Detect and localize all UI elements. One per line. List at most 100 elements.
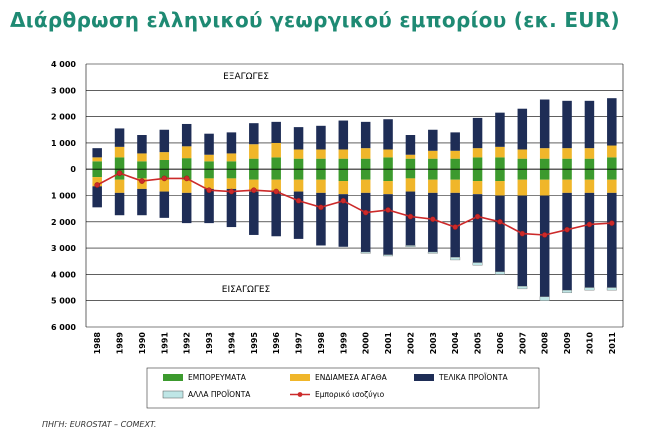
bar-import-telika [360,192,371,253]
x-tick-label: 1997 [295,332,304,354]
bar-import-telika [338,194,349,247]
bar-import-alla [427,251,438,254]
bar-export-emporevmata [584,158,595,170]
x-tick-label: 1988 [93,332,102,355]
trade-balance-point [586,221,593,228]
bar-import-alla [405,245,416,247]
bar-import-alla [450,257,461,261]
bar-import-alla [360,251,371,254]
bar-import-telika [472,194,483,263]
bar-export-endiamesa [472,148,483,158]
bar-import-emporevmata [360,169,371,180]
bar-import-telika [159,191,170,218]
y-tick-label: 1 000 [51,139,76,148]
y-tick-label: 1 000 [51,192,76,201]
x-tick-label: 1996 [272,332,281,355]
bar-export-endiamesa [450,150,460,159]
bar-export-telika [114,128,125,147]
bar-export-emporevmata [293,158,304,170]
x-tick-label: 2007 [518,332,527,354]
bar-export-telika [92,148,102,158]
trade-balance-point [116,170,123,176]
bar-export-emporevmata [607,157,617,170]
bar-import-telika [293,191,304,239]
bar-export-emporevmata [137,161,147,170]
bar-export-endiamesa [114,146,125,158]
x-tick-label: 1992 [183,332,192,354]
bar-import-endiamesa [316,179,326,193]
bar-import-alla [517,286,528,290]
bar-import-telika [271,191,281,237]
y-tick-label: 0 [70,165,76,174]
bar-export-emporevmata [316,158,326,170]
bar-import-emporevmata [428,169,438,180]
bar-export-emporevmata [383,157,393,170]
bar-import-endiamesa [271,179,281,192]
x-tick-label: 1994 [227,332,236,355]
bar-import-telika [137,188,147,216]
imports-annotation: ΕΙΣΑΓΩΓΕΣ [222,285,271,295]
x-tick-label: 1990 [138,332,147,355]
bar-export-endiamesa [293,149,304,159]
bar-import-endiamesa [249,179,259,192]
trade-balance-point [228,188,235,195]
bar-export-endiamesa [316,149,326,159]
bar-import-alla [494,271,505,275]
bar-import-endiamesa [159,179,170,192]
bar-export-emporevmata [428,158,438,170]
bar-export-emporevmata [114,157,125,170]
x-tick-label: 2003 [429,332,438,354]
bar-import-telika [383,194,393,255]
bar-import-endiamesa [405,178,416,192]
x-tick-label: 2011 [608,332,617,355]
bar-import-telika [495,195,505,272]
bar-export-telika [338,120,349,150]
bar-import-endiamesa [383,181,393,195]
bar-import-emporevmata [539,169,550,180]
bar-export-emporevmata [450,158,460,170]
bar-export-endiamesa [517,149,528,159]
bar-export-endiamesa [562,148,572,159]
bar-export-telika [383,119,393,150]
trade-balance-point [430,216,436,222]
trade-balance-point [541,232,548,238]
bar-import-emporevmata [517,169,528,180]
trade-balance-point [318,204,324,211]
bar-import-emporevmata [316,169,326,180]
bar-import-telika [607,192,617,288]
bar-export-telika [181,123,192,147]
x-tick-label: 2004 [451,332,460,355]
trade-balance-point [519,230,526,237]
x-axis-tick-labels: 1988 1989 1990 1991 1992 1993 1994 1995 1996 1997… [93,332,617,355]
bar-import-emporevmata [383,169,393,182]
x-tick-label: 1995 [250,332,259,355]
bar-export-emporevmata [405,158,416,170]
x-tick-label: 2001 [384,332,393,355]
x-tick-label: 1998 [317,332,326,355]
bar-export-endiamesa [539,148,550,159]
y-tick-label: 6 000 [51,323,76,332]
bar-export-telika [539,99,550,149]
bar-export-endiamesa [159,152,170,160]
x-tick-label: 2010 [585,332,594,355]
bar-import-emporevmata [137,169,147,179]
bar-import-endiamesa [495,181,505,196]
bar-import-telika [181,192,192,224]
x-tick-label: 2009 [563,332,572,355]
trade-balance-point [183,175,190,182]
bar-import-emporevmata [181,169,192,180]
bar-export-telika [495,112,505,147]
bar-export-emporevmata [249,158,259,170]
x-tick-label: 2002 [406,332,415,354]
bar-export-telika [271,121,281,143]
bar-import-endiamesa [360,179,371,193]
legend-label-emporevmata: ΕΜΠΟΡΕΥΜΑΤΑ [188,373,247,382]
bar-import-emporevmata [495,169,505,182]
x-tick-label: 1993 [205,332,214,354]
bar-import-endiamesa [338,181,349,195]
trade-balance-point [139,178,145,184]
bar-export-emporevmata [92,161,102,170]
legend-label-telika: ΤΕΛΙΚΑ ΠΡΟΪΟΝΤΑ [438,373,508,382]
bar-export-emporevmata [360,158,371,170]
